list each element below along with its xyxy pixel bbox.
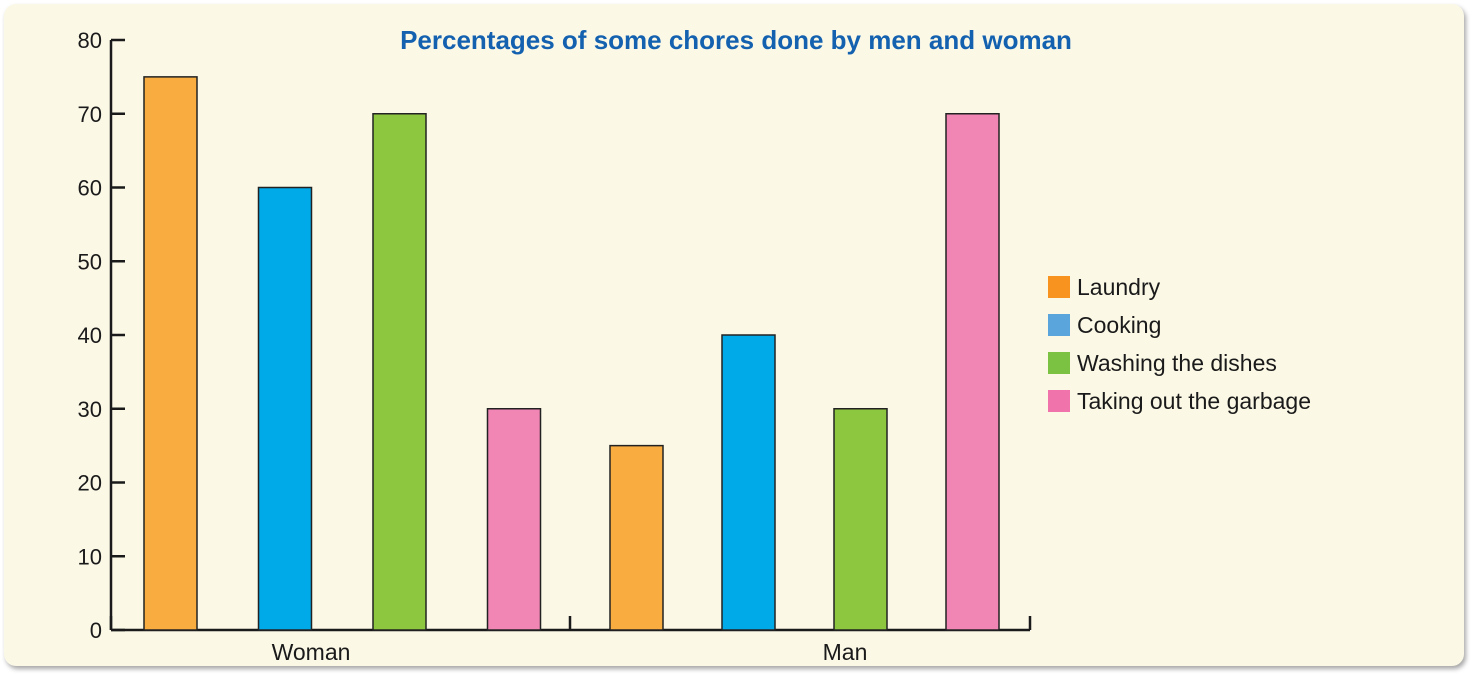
y-tick-label: 70: [78, 102, 102, 127]
legend-label: Cooking: [1077, 312, 1161, 338]
bar-woman-cooking: [257, 186, 313, 631]
bar-man-taking-out-the-garbage: [945, 113, 1000, 631]
y-tick-label: 50: [78, 249, 102, 274]
y-tick-label: 60: [78, 176, 102, 201]
y-tick-label: 0: [90, 618, 102, 643]
legend-swatch: [1048, 276, 1070, 298]
bar-man-washing-the-dishes: [833, 408, 888, 631]
axes: [109, 38, 1032, 632]
x-category-label: Man: [823, 639, 868, 665]
y-tick-label: 40: [78, 323, 102, 348]
legend-swatch: [1048, 352, 1070, 374]
bar-man-laundry: [609, 444, 664, 631]
chart-title: Percentages of some chores done by men a…: [400, 25, 1072, 55]
bar-man-cooking: [721, 334, 776, 631]
bar-woman-laundry: [143, 76, 198, 631]
legend-swatch: [1048, 314, 1070, 336]
y-tick-label: 30: [78, 397, 102, 422]
bars: [143, 76, 1000, 631]
x-category-label: Woman: [272, 639, 351, 665]
legend-swatch: [1048, 390, 1070, 412]
legend: Laundry Cooking Washing the dishes Taking o…: [1048, 274, 1311, 414]
bar-woman-washing-the-dishes: [372, 113, 427, 631]
bar-woman-taking-out-the-garbage: [486, 408, 542, 631]
chart-card: Percentages of some chores done by men a…: [4, 4, 1464, 666]
y-tick-label: 10: [78, 544, 102, 569]
legend-label: Washing the dishes: [1077, 350, 1277, 376]
legend-label: Laundry: [1077, 274, 1161, 300]
legend-label: Taking out the garbage: [1077, 388, 1311, 414]
y-tick-label: 80: [78, 28, 102, 53]
y-tick-labels: 0 10 20 30 40 50 60 70 80: [78, 28, 102, 643]
bar-chart: Percentages of some chores done by men a…: [78, 25, 1312, 665]
category-labels: Woman Man: [272, 639, 868, 665]
y-tick-label: 20: [78, 471, 102, 496]
